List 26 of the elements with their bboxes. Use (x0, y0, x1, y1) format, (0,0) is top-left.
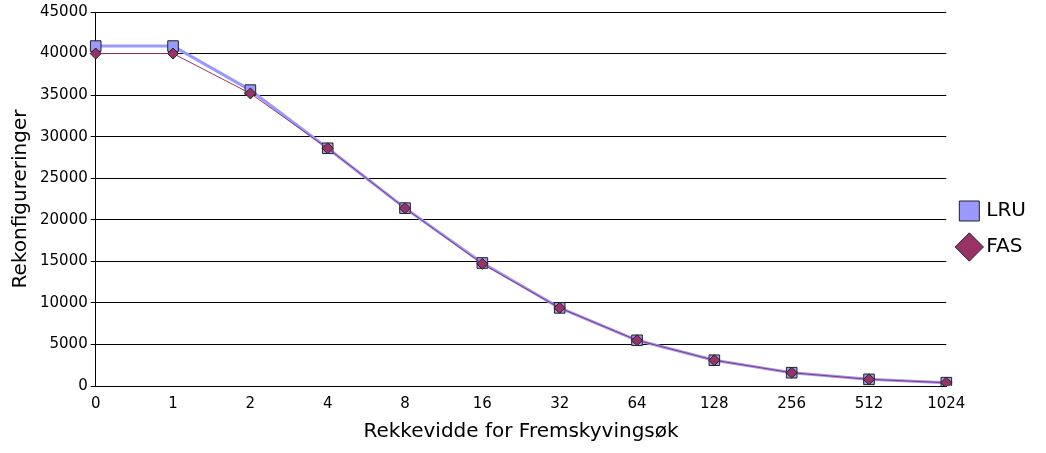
y-axis-title: Rekonfigureringer (7, 108, 32, 289)
x-tick-label: 1 (168, 393, 178, 412)
y-tick-label: 45000 (40, 1, 88, 20)
y-tick-label: 5000 (49, 334, 88, 353)
y-tick-label: 10000 (40, 292, 88, 311)
x-tick-label: 64 (627, 393, 647, 412)
legend-label: FAS (986, 233, 1023, 258)
x-tick-label: 8 (400, 393, 410, 412)
x-tick-label: 0 (90, 393, 101, 412)
x-tick-label: 32 (550, 393, 570, 412)
legend-label: LRU (986, 197, 1027, 222)
y-tick-label: 0 (78, 375, 88, 394)
y-tick-label: 40000 (40, 43, 88, 62)
y-tick-label: 35000 (40, 85, 88, 103)
x-tick-label: 16 (472, 393, 492, 412)
y-tick-label: 20000 (40, 209, 88, 228)
x-tick-label: 256 (777, 393, 806, 412)
y-tick-label: 30000 (40, 126, 88, 145)
x-axis-title: Rekkevidde for Fremskyvingsøk (363, 418, 679, 443)
y-tick-label: 25000 (40, 168, 88, 187)
y-tick-label: 15000 (40, 251, 88, 270)
x-tick-label: 512 (854, 393, 884, 412)
x-tick-label: 2 (245, 393, 256, 412)
x-tick-label: 1024 (927, 393, 966, 412)
x-tick-label: 128 (700, 393, 729, 412)
x-tick-label: 4 (322, 393, 333, 412)
